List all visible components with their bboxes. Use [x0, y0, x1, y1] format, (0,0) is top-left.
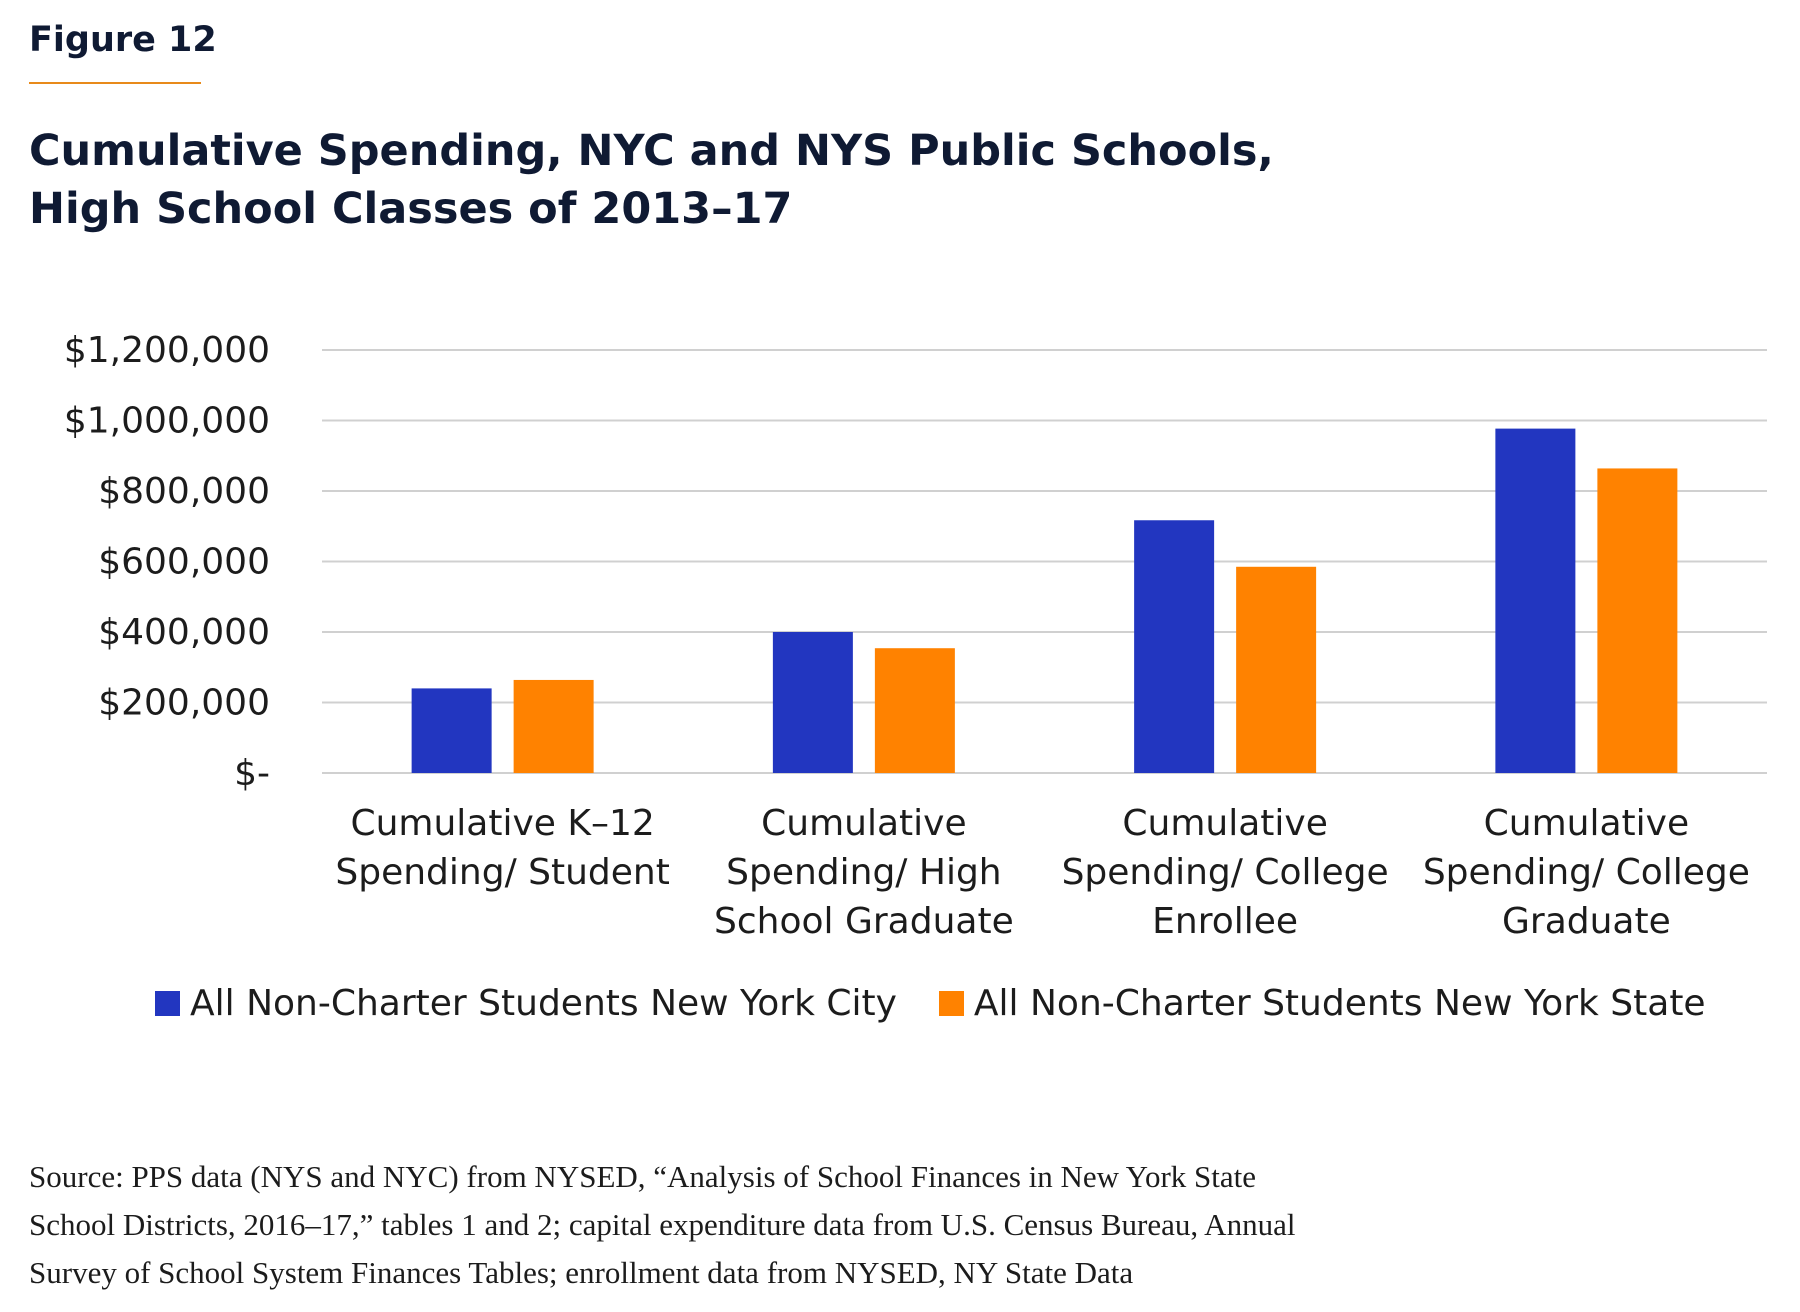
x-category-label-line: School Graduate [714, 901, 1014, 942]
y-tick-label: $- [234, 753, 270, 794]
y-tick-label: $800,000 [98, 471, 270, 512]
y-tick-label: $1,200,000 [64, 330, 270, 371]
x-category-label-line: Cumulative [1122, 803, 1327, 844]
legend: All Non-Charter Students New York City A… [155, 983, 1748, 1024]
legend-swatch-nyc [155, 991, 180, 1016]
figure-label-underline [29, 82, 201, 84]
x-category-label-line: Spending/ College [1062, 852, 1389, 893]
x-category-label-line: Spending/ College [1423, 852, 1750, 893]
x-category-label-line: Cumulative [1484, 803, 1689, 844]
source-note: Source: PPS data (NYS and NYC) from NYSE… [29, 1153, 1295, 1297]
legend-label-nys: All Non-Charter Students New York State [973, 983, 1706, 1024]
x-category-label: Cumulative K–12 Spending/ Student [335, 803, 669, 893]
x-category-label-line: Spending/ Student [335, 852, 669, 893]
bars [411, 428, 1678, 773]
bar-nys [1597, 468, 1678, 773]
bar-nyc [1495, 428, 1576, 773]
source-line-2: School Districts, 2016–17,” tables 1 and… [29, 1207, 1296, 1242]
x-category-label: Cumulative Spending/ College Graduate [1423, 803, 1750, 942]
bar-nyc [1134, 520, 1215, 773]
legend-item-nys: All Non-Charter Students New York State [938, 983, 1706, 1024]
y-tick-label: $200,000 [98, 683, 270, 724]
y-axis-ticks: $- $200,000 $400,000 $600,000 $800,000 $1,000… [64, 330, 270, 794]
legend-item-nyc: All Non-Charter Students New York City [155, 983, 897, 1024]
legend-label-nyc: All Non-Charter Students New York City [190, 983, 897, 1024]
y-tick-label: $1,000,000 [64, 401, 270, 442]
bar-nyc [411, 688, 492, 773]
x-category-label-line: Enrollee [1152, 901, 1298, 942]
bar-nys [1236, 566, 1317, 773]
x-category-label-line: Spending/ High [726, 852, 1002, 893]
chart-title: Cumulative Spending, NYC and NYS Public … [29, 122, 1274, 238]
x-axis-categories: Cumulative K–12 Spending/ StudentCumulati… [335, 803, 1750, 942]
x-category-label-line: Cumulative [761, 803, 966, 844]
y-tick-label: $400,000 [98, 612, 270, 653]
chart-title-line-2: High School Classes of 2013–17 [29, 184, 793, 234]
bar-nys [513, 679, 594, 773]
x-category-label-line: Cumulative K–12 [350, 803, 654, 844]
y-tick-label: $600,000 [98, 542, 270, 583]
legend-swatch-nys [938, 991, 964, 1016]
bar-nys [874, 648, 955, 773]
bar-chart: $- $200,000 $400,000 $600,000 $800,000 $1,000… [64, 330, 1767, 942]
figure-label: Figure 12 [29, 20, 217, 60]
x-category-label: Cumulative Spending/ High School Graduate [714, 803, 1014, 942]
chart-title-line-1: Cumulative Spending, NYC and NYS Public … [29, 126, 1274, 176]
source-line-1: Source: PPS data (NYS and NYC) from NYSE… [29, 1159, 1256, 1194]
x-category-label: Cumulative Spending/ College Enrollee [1062, 803, 1389, 942]
x-category-label-line: Graduate [1502, 901, 1671, 942]
source-line-3: Survey of School System Finances Tables;… [29, 1255, 1134, 1290]
bar-nyc [772, 632, 853, 773]
